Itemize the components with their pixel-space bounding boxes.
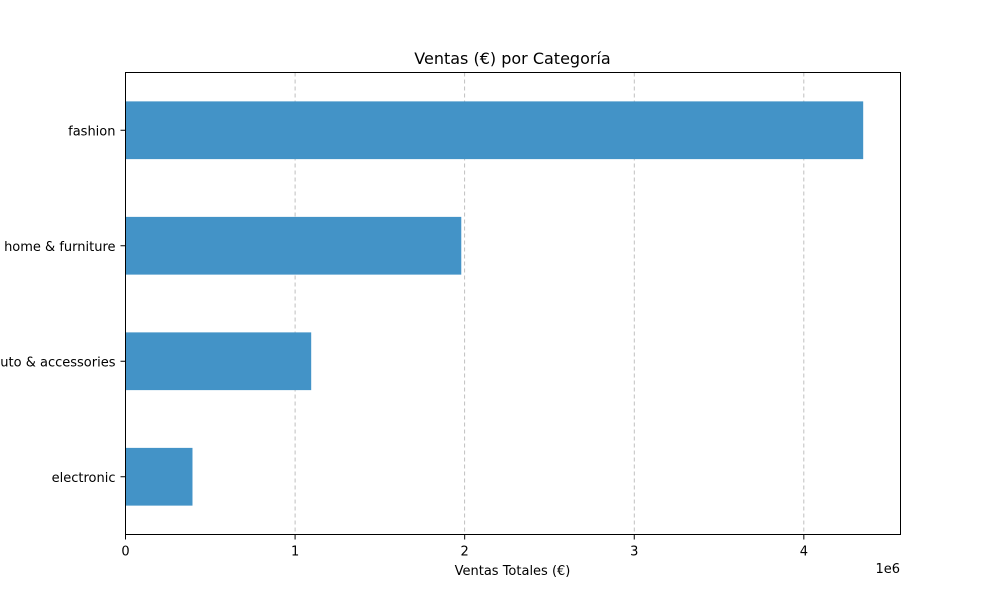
x-tick-label: 4 (800, 545, 808, 560)
bar (125, 216, 462, 275)
x-tick-label: 0 (121, 545, 129, 560)
plot-frame (125, 72, 901, 535)
x-tick-label: 3 (630, 545, 638, 560)
y-tick-label: fashion (68, 124, 115, 139)
bars (125, 101, 864, 506)
bar (125, 332, 312, 391)
y-ticks: fashion home & furniture auto & accessorie… (0, 124, 126, 486)
y-tick-label: home & furniture (4, 240, 115, 255)
y-tick-label: auto & accessories (0, 355, 116, 370)
chart-title: Ventas (€) por Categoría (414, 49, 610, 68)
x-tick-label: 2 (461, 545, 469, 560)
bar (125, 447, 193, 506)
x-offset-label: 1e6 (875, 562, 900, 577)
x-tick-label: 1 (291, 545, 299, 560)
x-axis-label: Ventas Totales (€) (455, 564, 571, 579)
bar (125, 101, 864, 160)
x-ticks: 0 1 2 3 4 (121, 534, 808, 560)
y-tick-label: electronic (52, 471, 116, 486)
